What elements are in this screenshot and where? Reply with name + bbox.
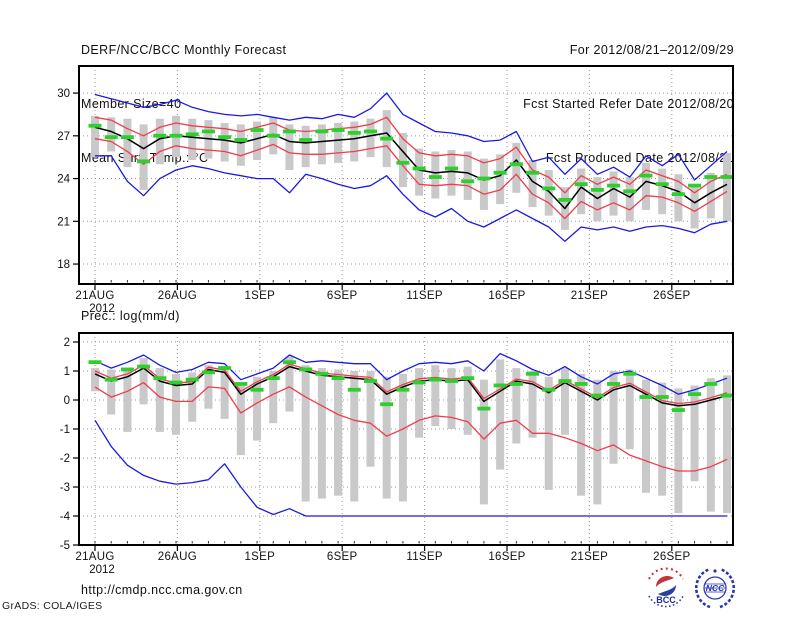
ensemble-mean-line <box>94 365 728 407</box>
ncc-logo-wreath-right <box>719 567 736 609</box>
x-tick-label: 6SEP <box>327 290 358 302</box>
lower-bound-line <box>94 381 728 472</box>
x-tick-label: 16SEP <box>488 551 525 563</box>
ncc-logo-ornament <box>713 569 717 573</box>
y-tick-label: -4 <box>60 511 71 523</box>
ncc-logo-wreath-left <box>694 567 711 609</box>
ncc-logo-latitudes <box>704 583 726 593</box>
bcc-logo: BCC <box>648 567 684 608</box>
x-tick-label: 26AUG <box>158 290 197 302</box>
plot-frame <box>78 332 734 546</box>
x-tick-label: 1SEP <box>244 290 275 302</box>
y-tick-label: -2 <box>60 453 70 465</box>
grads-credit: GrADS: COLA/IGES <box>2 600 103 612</box>
x-tick-label: 1SEP <box>244 551 275 563</box>
ensemble-min-line <box>95 155 728 242</box>
x-tick-label: 26AUG <box>158 551 197 563</box>
y-tick-label: 27 <box>57 131 70 143</box>
website-url: http://cmdp.ncc.cma.gov.cn <box>81 583 243 597</box>
y-tick-label: -1 <box>60 424 70 436</box>
x-axis-year-label: 2012 <box>89 564 115 576</box>
ensemble-max-line <box>94 352 728 395</box>
reference-dashes <box>88 360 734 412</box>
y-tick-label: 0 <box>64 395 70 407</box>
ensemble-spread-bars <box>91 356 731 514</box>
page-title: DERF/NCC/BCC Monthly Forecast <box>81 43 287 57</box>
y-tick-label: 21 <box>57 216 70 228</box>
precipitation-chart: 21AUG 26AUG 1SEP 6SEP 11SEP 16SEP 21SEP 26SEP20… <box>60 332 734 576</box>
y-tick-label: 2 <box>64 337 70 349</box>
bcc-logo-bottom-arc <box>648 595 684 608</box>
x-axis-year-label: 2012 <box>89 303 115 315</box>
bcc-logo-swirl-red <box>656 576 674 587</box>
bcc-logo-text: BCC <box>656 595 676 605</box>
x-tick-label: 11SEP <box>406 551 442 563</box>
x-tick-label: 11SEP <box>406 290 442 302</box>
y-tick-label: 30 <box>57 88 70 100</box>
lower-bound-line <box>94 138 728 220</box>
x-tick-label: 16SEP <box>488 290 525 302</box>
prec-chart-title: Prec.: log(mm/d) <box>81 309 180 323</box>
x-tick-label: 21SEP <box>571 551 608 563</box>
reference-dashes <box>88 123 734 202</box>
x-tick-label: 6SEP <box>327 551 358 563</box>
ncc-logo: NCC <box>694 567 736 609</box>
y-tick-label: -5 <box>60 540 70 552</box>
upper-bound-line <box>94 116 728 194</box>
y-tick-label: 18 <box>57 259 70 271</box>
upper-bound-line <box>94 363 728 405</box>
ensemble-min-line <box>94 419 727 517</box>
daily-minor-ticks <box>94 541 728 544</box>
temperature-chart: 21AUG 26AUG 1SEP 6SEP 11SEP 16SEP 21SEP 26SEP 20… <box>57 65 734 315</box>
bcc-logo-swirl-blue <box>658 585 676 596</box>
y-tick-label: -3 <box>60 482 70 494</box>
ncc-logo-text: NCC <box>706 583 725 593</box>
bcc-logo-top-arc <box>648 567 684 580</box>
daily-minor-ticks <box>94 280 728 283</box>
plot-frame <box>78 65 734 285</box>
x-tick-label: 21SEP <box>571 290 608 302</box>
forecast-range-label: For 2012/08/21–2012/09/29 <box>569 43 734 57</box>
refer-date-label: Fcst Started Refer Date 2012/08/20 <box>523 97 734 111</box>
y-tick-label: 24 <box>57 174 70 186</box>
x-tick-label: 26SEP <box>653 551 690 563</box>
x-tick-label: 21AUG <box>75 551 114 563</box>
ensemble-max-line <box>94 92 728 181</box>
x-tick-label: 26SEP <box>653 290 690 302</box>
x-tick-label: 21AUG <box>75 290 114 302</box>
ensemble-mean-line <box>94 126 728 210</box>
y-tick-label: 1 <box>64 366 70 378</box>
